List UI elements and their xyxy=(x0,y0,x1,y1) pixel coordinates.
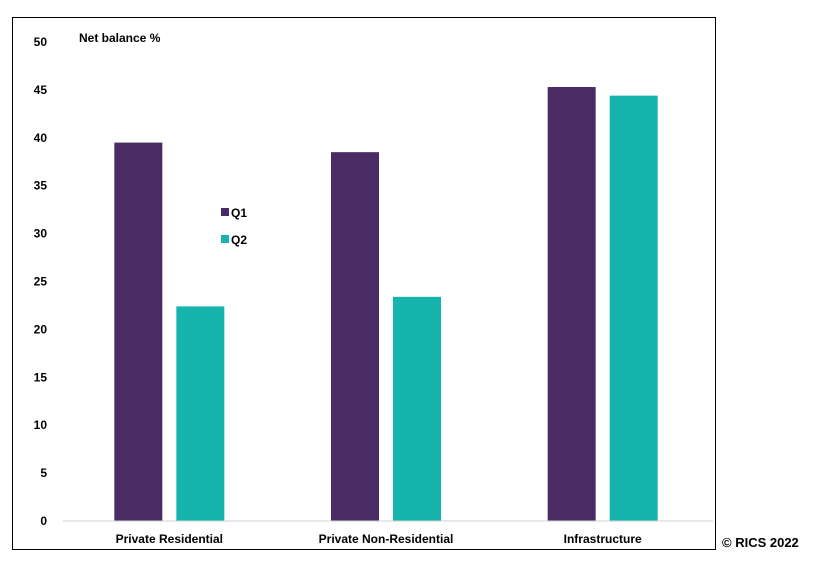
y-tick-label: 25 xyxy=(34,275,48,289)
y-axis-label: Net balance % xyxy=(79,31,161,45)
legend-label-q2: Q2 xyxy=(231,233,247,247)
y-tick-label: 30 xyxy=(34,227,48,241)
x-category-label: Private Residential xyxy=(116,532,223,546)
bar-q1-1 xyxy=(331,152,379,522)
y-tick-label: 35 xyxy=(34,179,48,193)
y-tick-label: 10 xyxy=(34,418,48,432)
bar-q1-0 xyxy=(114,142,163,521)
y-tick-label: 50 xyxy=(34,35,48,49)
bar-q2-1 xyxy=(393,296,441,521)
x-category-label: Private Non-Residential xyxy=(319,532,454,546)
legend-label-q1: Q1 xyxy=(231,206,247,220)
bar-q1-2 xyxy=(547,87,596,521)
y-tick-label: 5 xyxy=(40,466,47,480)
legend-swatch-q2 xyxy=(221,235,229,243)
chart-frame: Net balance % 0 5 10 15 20 25 30 35 40 45 50 Priva… xyxy=(12,17,716,550)
legend-swatch-q1 xyxy=(221,208,229,216)
copyright-note: © RICS 2022 xyxy=(722,535,799,550)
bar-q2-2 xyxy=(609,95,658,521)
x-category-label: Infrastructure xyxy=(564,532,642,546)
y-tick-label: 15 xyxy=(34,370,48,384)
y-tick-label: 45 xyxy=(34,83,48,97)
y-tick-label: 20 xyxy=(34,322,48,336)
y-tick-label: 40 xyxy=(34,131,48,145)
bar-chart: Net balance % 0 5 10 15 20 25 30 35 40 45 50 Priva… xyxy=(34,31,713,546)
bar-q2-0 xyxy=(176,306,225,521)
y-tick-label: 0 xyxy=(40,514,47,528)
